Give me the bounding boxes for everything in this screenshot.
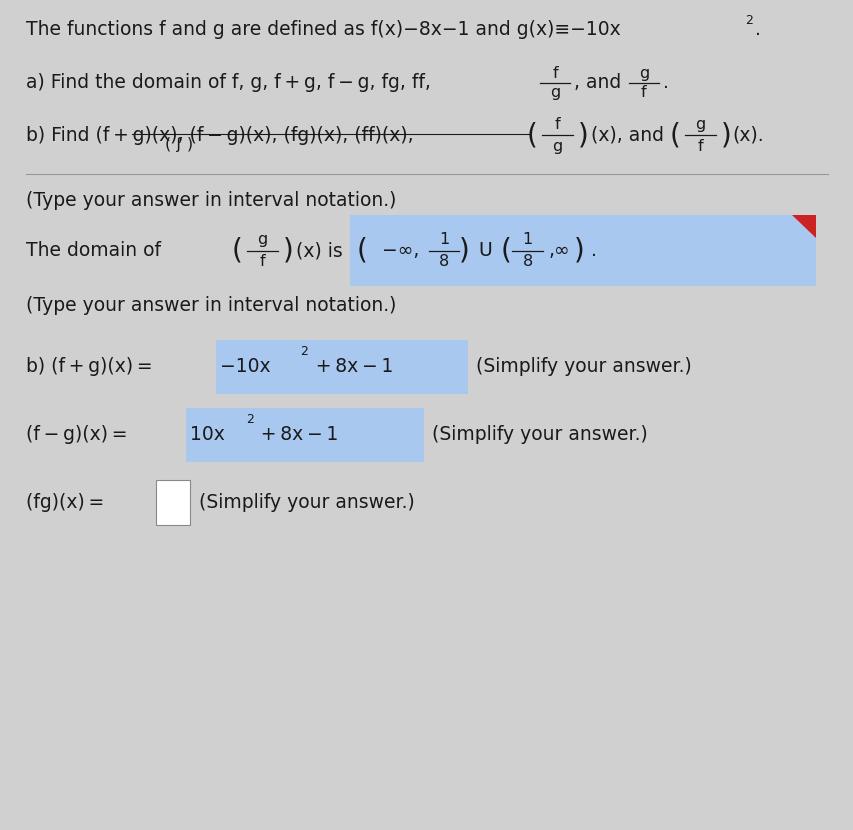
Text: (: ( [669,121,679,149]
Text: 8: 8 [522,254,532,269]
Text: U: U [478,242,491,260]
Text: g: g [638,66,648,81]
Text: (x).: (x). [732,126,763,144]
Text: f: f [552,66,557,81]
Text: 8: 8 [438,254,449,269]
Text: 2: 2 [246,413,253,426]
FancyBboxPatch shape [350,215,815,286]
Text: (Type your answer in interval notation.): (Type your answer in interval notation.) [26,296,396,315]
Text: (f − g)(x) =: (f − g)(x) = [26,426,127,444]
Text: .: . [590,242,596,260]
FancyBboxPatch shape [216,340,467,394]
Text: f: f [697,139,702,154]
Text: 10x: 10x [190,426,225,444]
Text: , and: , and [573,74,620,92]
Text: (x), and: (x), and [590,126,663,144]
Text: + 8x − 1: + 8x − 1 [311,358,392,376]
Text: ( ʃ ): ( ʃ ) [165,137,193,152]
FancyBboxPatch shape [186,408,423,462]
Text: 2: 2 [300,344,308,358]
Text: (: ( [231,237,241,265]
Text: + 8x − 1: + 8x − 1 [257,426,338,444]
Text: (Simplify your answer.): (Simplify your answer.) [432,426,647,444]
Text: (Simplify your answer.): (Simplify your answer.) [475,358,691,376]
Text: 1: 1 [522,232,532,247]
Text: (: ( [500,237,510,265]
Text: −∞,: −∞, [381,242,419,260]
Text: f: f [554,117,560,132]
Text: f: f [259,254,264,269]
Text: ,∞: ,∞ [548,242,569,260]
Text: (Simplify your answer.): (Simplify your answer.) [199,493,415,511]
Text: a) Find the domain of f, g, f + g, f − g, fg, ff,: a) Find the domain of f, g, f + g, f − g… [26,74,430,92]
Text: The functions f and g are defined as f(x)−8x−1 and g(x)≡−10x: The functions f and g are defined as f(x… [26,20,619,38]
Text: (Type your answer in interval notation.): (Type your answer in interval notation.) [26,192,396,210]
Text: .: . [662,74,668,92]
Text: ): ) [573,237,583,265]
Text: (x) is: (x) is [296,242,343,260]
Text: g: g [552,139,562,154]
Text: b) Find (f + g)(x), (f − g)(x), (fg)(x), (ff)(x),: b) Find (f + g)(x), (f − g)(x), (fg)(x),… [26,126,413,144]
Text: g: g [257,232,267,247]
Text: ): ) [282,237,293,265]
Text: g: g [549,85,560,100]
Text: g: g [694,117,705,132]
Text: ): ) [459,237,469,265]
Text: ): ) [577,121,588,149]
Text: 1: 1 [438,232,449,247]
Text: ): ) [720,121,730,149]
Text: The domain of: The domain of [26,242,160,260]
Text: (: ( [526,121,537,149]
Text: (: ( [357,237,367,265]
Text: 2: 2 [744,14,751,27]
Text: .: . [754,20,760,38]
Polygon shape [791,215,815,238]
Text: (fg)(x) =: (fg)(x) = [26,493,104,511]
Text: f: f [641,85,646,100]
Text: −10x: −10x [220,358,270,376]
Text: b) (f + g)(x) =: b) (f + g)(x) = [26,358,152,376]
FancyBboxPatch shape [156,480,190,525]
